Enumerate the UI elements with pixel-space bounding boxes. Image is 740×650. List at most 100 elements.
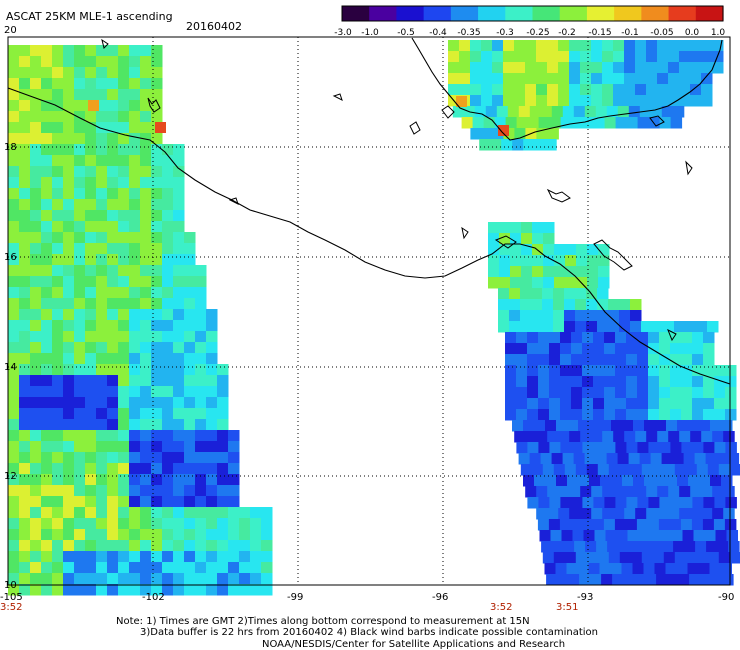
swath-cell: [668, 508, 680, 520]
swath-cell: [96, 56, 108, 68]
swath-cell: [527, 365, 539, 377]
swath-cell: [542, 321, 554, 333]
swath-cell: [19, 276, 31, 288]
swath-cell: [8, 45, 20, 57]
swath-cell: [63, 408, 75, 420]
swath-cell: [619, 321, 631, 333]
swath-cell: [712, 508, 724, 520]
swath-cell: [630, 552, 643, 564]
swath-cell: [195, 551, 207, 563]
swath-cell: [703, 343, 715, 355]
swath-cell: [685, 464, 698, 476]
swath-cell: [546, 574, 558, 586]
swath-cell: [162, 408, 174, 420]
swath-cell: [606, 106, 619, 118]
swath-cell: [571, 354, 583, 366]
swath-cell: [107, 144, 119, 156]
swath-cell: [503, 62, 515, 74]
swath-cell: [118, 298, 130, 310]
swath-cell: [615, 332, 627, 344]
swath-cell: [74, 78, 86, 90]
swath-cell: [107, 287, 119, 299]
swath-cell: [140, 243, 152, 255]
swath-cell: [217, 452, 229, 464]
swath-cell: [184, 265, 196, 277]
swath-cell: [107, 551, 119, 563]
swath-cell: [542, 464, 555, 476]
swath-cell: [615, 376, 627, 388]
swath-cell: [523, 139, 535, 151]
swath-cell: [514, 128, 526, 140]
colorbar: -3.0 -1.0 -0.5 -0.4 -0.35 -0.3 -0.25 -0.2 -0.15-…: [334, 5, 725, 38]
swath-cell: [85, 254, 97, 266]
swath-cell: [611, 420, 623, 432]
swath-cell: [184, 375, 196, 387]
swath-cell: [151, 485, 163, 497]
swath-cell: [41, 496, 53, 508]
swath-cell: [74, 287, 86, 299]
swath-cell: [575, 299, 587, 311]
colorbar-swatch: [505, 6, 534, 21]
swath-cell: [41, 199, 53, 211]
swath-cell: [85, 353, 97, 365]
swath-cell: [536, 508, 548, 520]
swath-cell: [52, 199, 64, 211]
swath-cell: [140, 353, 152, 365]
swath-cell: [715, 530, 727, 542]
swath-cell: [657, 40, 669, 52]
swath-cell: [611, 475, 623, 487]
swath-cell: [107, 155, 119, 167]
swath-cell: [52, 298, 64, 310]
swath-cell: [30, 254, 42, 266]
swath-cell: [151, 573, 163, 585]
swath-cell: [217, 584, 229, 596]
swath-cell: [516, 343, 528, 355]
swath-cell: [41, 67, 53, 79]
swath-cell: [593, 387, 605, 399]
swath-cell: [96, 287, 108, 299]
swath-cell: [129, 111, 141, 123]
swath-cell: [470, 73, 482, 85]
swath-cell: [655, 475, 667, 487]
swath-cell: [129, 408, 141, 420]
swath-cell: [725, 365, 737, 377]
swath-cell: [162, 199, 174, 211]
island-4: [494, 235, 517, 249]
swath-cell: [569, 73, 581, 85]
swath-cell: [657, 486, 669, 498]
swath-cell: [602, 84, 614, 96]
swath-cell: [668, 84, 680, 96]
swath-cell: [96, 419, 108, 431]
swath-cell: [239, 584, 251, 596]
swath-cell: [63, 309, 75, 321]
swath-cell: [173, 529, 185, 541]
swath-cell: [129, 188, 141, 200]
swath-cell: [30, 45, 42, 57]
swath-cell: [184, 276, 196, 288]
swath-cell: [547, 486, 559, 498]
swath-cell: [52, 452, 64, 464]
swath-cell: [671, 530, 683, 542]
swath-cell: [701, 51, 713, 63]
swath-cell: [151, 331, 163, 343]
swath-cell: [129, 573, 141, 585]
swath-cell: [151, 430, 163, 442]
swath-cell: [545, 475, 557, 487]
swath-cell: [565, 255, 577, 267]
swath-cell: [613, 40, 625, 52]
swath-cell: [685, 321, 697, 333]
swath-cell: [666, 420, 678, 432]
swath-cell: [580, 486, 592, 498]
swath-cell: [85, 452, 97, 464]
swath-cell: [527, 409, 539, 421]
swath-cell: [63, 210, 75, 222]
swath-cell: [461, 117, 474, 129]
swath-cell: [52, 496, 64, 508]
swath-cell: [206, 397, 218, 409]
swath-cell: [597, 321, 609, 333]
swath-cell: [713, 519, 726, 531]
swath-cell: [239, 573, 251, 585]
swath-cell: [30, 342, 42, 354]
swath-cell: [648, 442, 660, 454]
swath-cell: [448, 51, 460, 63]
